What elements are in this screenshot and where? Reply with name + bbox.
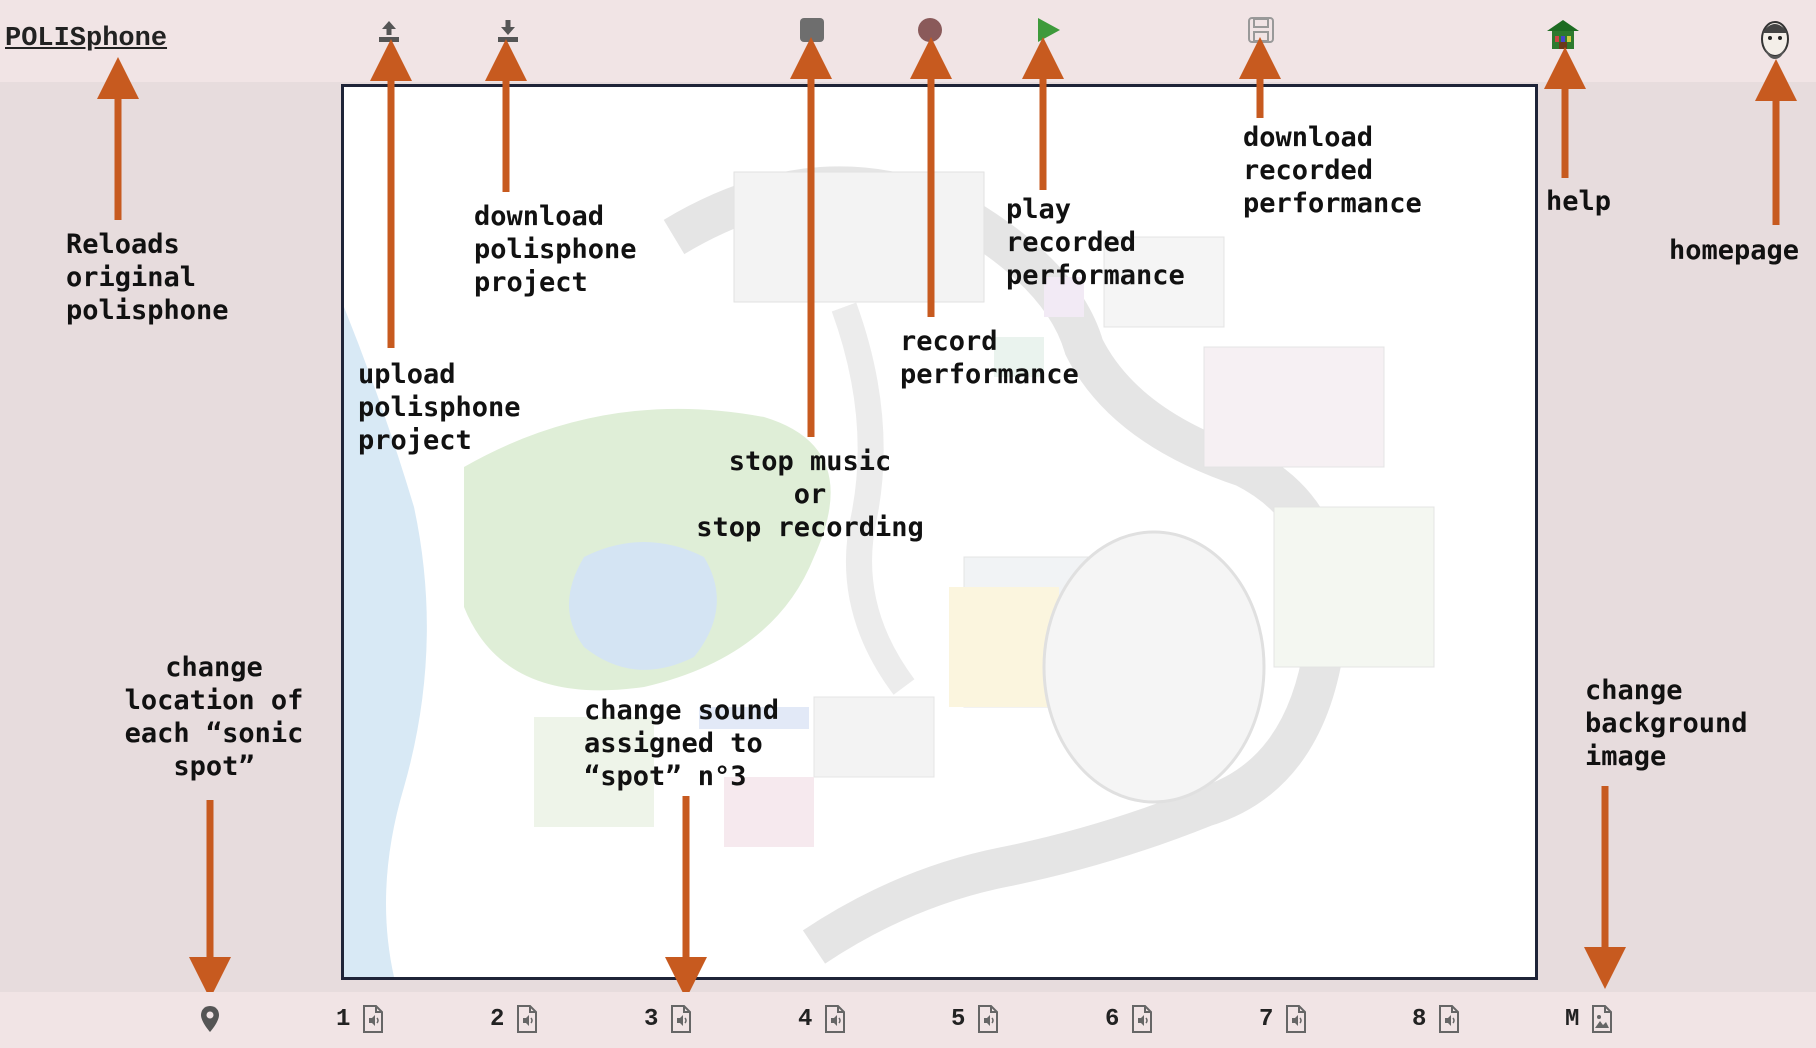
help-button[interactable] (1545, 18, 1581, 56)
audio-file-icon (671, 1005, 692, 1033)
slot-number: 3 (644, 1005, 659, 1033)
background-canvas[interactable] (341, 84, 1538, 980)
annotation-upload-project: upload polisphone project (358, 359, 521, 456)
city-illustration (344, 166, 1435, 977)
play-icon (1038, 18, 1060, 42)
sound-slot-5[interactable]: 5 (951, 1002, 999, 1036)
audio-file-icon (517, 1005, 538, 1033)
sound-slot-7[interactable]: 7 (1259, 1002, 1307, 1036)
change-location-button[interactable] (200, 1002, 220, 1036)
annotation-reload: Reloads original polisphone (66, 229, 229, 326)
annotation-change-location: change location of each “sonic spot” (124, 652, 304, 782)
record-icon (918, 18, 942, 42)
slot-number: 1 (336, 1005, 351, 1033)
annotation-stop: stop music or stop recording (696, 446, 924, 543)
homepage-avatar-icon (1761, 21, 1789, 59)
map-slot-label: M (1565, 1005, 1580, 1033)
help-icon (1547, 20, 1579, 49)
slot-number: 4 (798, 1005, 813, 1033)
slot-number: 6 (1105, 1005, 1120, 1033)
top-toolbar: POLISphone (0, 0, 1816, 82)
annotation-help: help (1546, 186, 1612, 217)
audio-file-icon (1439, 1005, 1460, 1033)
sound-slot-3[interactable]: 3 (644, 1002, 692, 1036)
annotation-change-sound: change sound assigned to “spot” n°3 (584, 695, 780, 792)
audio-file-icon (363, 1005, 384, 1033)
annotation-download-project: download polisphone project (474, 201, 637, 298)
annotation-change-background: change background image (1585, 675, 1748, 772)
image-file-icon (1592, 1005, 1613, 1033)
audio-file-icon (978, 1005, 999, 1033)
slot-number: 7 (1259, 1005, 1274, 1033)
annotation-play: play recorded performance (1006, 194, 1185, 291)
slot-number: 5 (951, 1005, 966, 1033)
record-button[interactable] (917, 17, 943, 47)
stop-icon (800, 18, 824, 42)
sound-slot-6[interactable]: 6 (1105, 1002, 1153, 1036)
map-pin-icon (201, 1006, 219, 1032)
slot-number: 8 (1412, 1005, 1427, 1033)
play-button[interactable] (1034, 16, 1062, 48)
annotation-record: record performance (900, 326, 1079, 390)
stop-button[interactable] (799, 17, 825, 47)
annotation-homepage: homepage (1669, 235, 1800, 266)
homepage-button[interactable] (1758, 19, 1792, 73)
bottom-toolbar (0, 992, 1816, 1048)
sound-slot-1[interactable]: 1 (336, 1002, 384, 1036)
audio-file-icon (1132, 1005, 1153, 1033)
sound-slot-4[interactable]: 4 (798, 1002, 846, 1036)
sound-slot-2[interactable]: 2 (490, 1002, 538, 1036)
annotation-download-recorded: download recorded performance (1243, 122, 1422, 219)
sound-slot-8[interactable]: 8 (1412, 1002, 1460, 1036)
polisphone-logo-link[interactable]: POLISphone (5, 24, 168, 54)
audio-file-icon (1286, 1005, 1307, 1033)
slot-number: 2 (490, 1005, 505, 1033)
audio-file-icon (825, 1005, 846, 1033)
background-image-slot[interactable]: M (1565, 1002, 1613, 1036)
